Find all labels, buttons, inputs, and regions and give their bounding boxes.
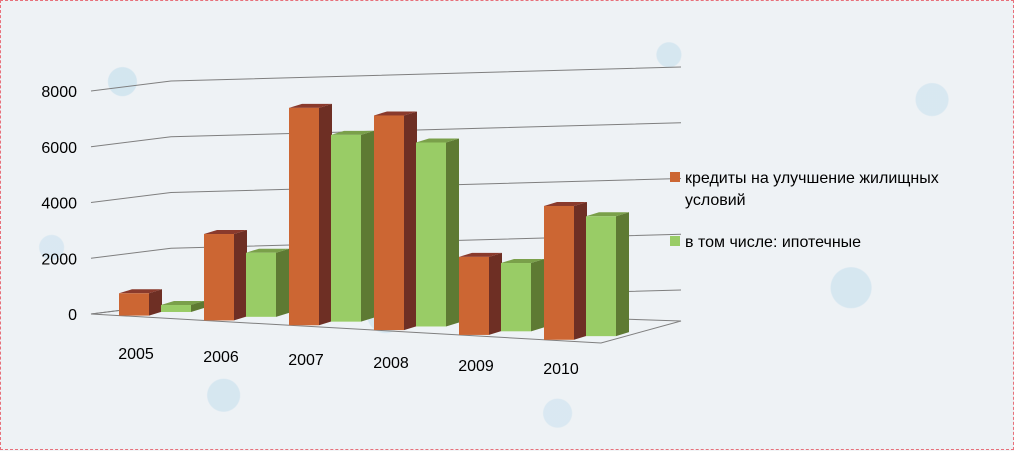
x-tick-label: 2006: [203, 349, 239, 366]
gridline: [90, 233, 682, 259]
legend-swatch: [670, 172, 680, 182]
x-tick-label: 2009: [458, 358, 494, 375]
y-tick-label: 8000: [41, 84, 77, 101]
x-tick-label: 2008: [373, 355, 409, 372]
legend-label: в том числе: ипотечные: [685, 234, 861, 251]
bar: [459, 252, 502, 335]
bar: [161, 301, 204, 312]
bar: [331, 130, 374, 322]
bar: [544, 201, 587, 340]
x-tick-labels: 2005 2006 2007 2008 2009 2010: [118, 346, 579, 378]
bar: [246, 248, 289, 317]
bar: [416, 138, 459, 327]
x-tick-label: 2010: [543, 361, 579, 378]
bar: [501, 259, 544, 332]
gridline: [90, 66, 682, 92]
bar: [374, 111, 417, 331]
legend: кредиты на улучшение жилищных условий в то…: [670, 170, 939, 251]
legend-swatch: [670, 236, 680, 246]
y-tick-label: 6000: [41, 140, 77, 157]
bars: [119, 103, 629, 340]
y-tick-labels: 0 2000 4000 6000 8000: [41, 84, 77, 324]
gridline: [90, 122, 682, 148]
bar: [119, 289, 162, 316]
x-tick-label: 2007: [288, 352, 324, 369]
x-tick-label: 2005: [118, 346, 154, 363]
y-tick-label: 2000: [41, 251, 77, 268]
y-tick-label: 4000: [41, 196, 77, 213]
y-tick-label: 0: [68, 307, 77, 324]
gridline: [90, 178, 682, 203]
legend-label: кредиты на улучшение жилищных условий: [685, 170, 939, 209]
bar: [204, 230, 247, 321]
bar: [289, 103, 332, 326]
bar: [586, 212, 629, 337]
